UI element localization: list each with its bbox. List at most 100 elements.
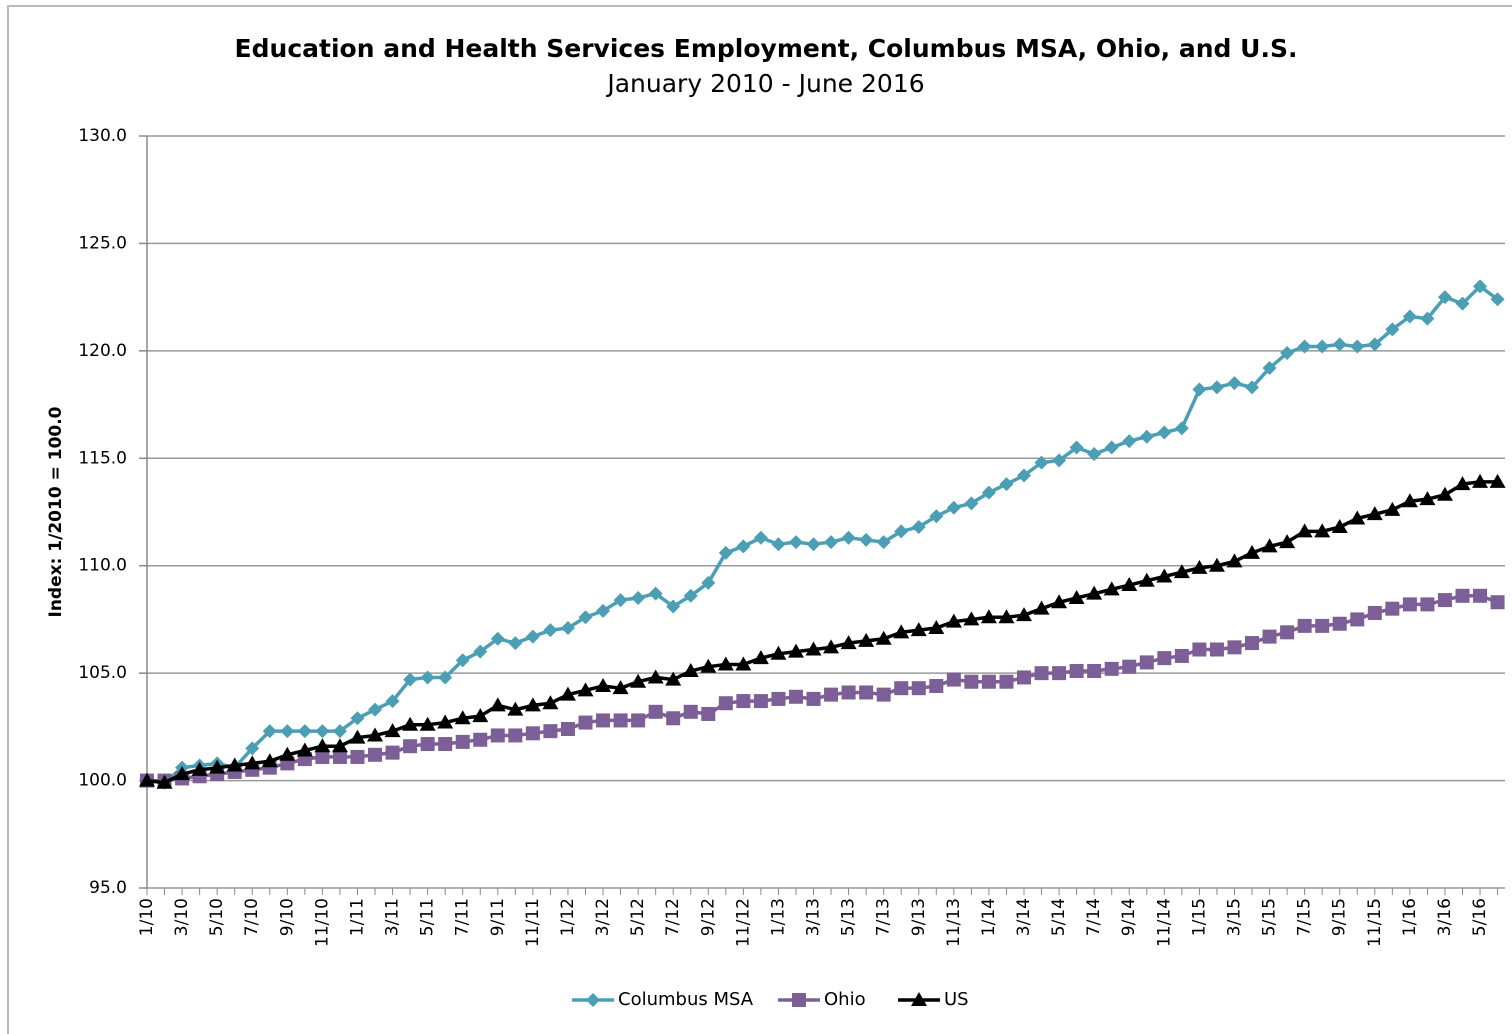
point	[577, 682, 594, 697]
point	[648, 586, 663, 601]
point	[718, 545, 733, 560]
point	[682, 662, 699, 677]
point	[368, 702, 383, 717]
point	[1314, 523, 1331, 538]
y-tick-label: 95.0	[89, 878, 127, 898]
x-tick-label: 9/11	[488, 898, 508, 936]
x-tick-label: 7/13	[874, 898, 894, 936]
point	[1017, 670, 1031, 685]
point	[1419, 491, 1436, 506]
point	[1455, 588, 1470, 603]
point	[718, 696, 733, 711]
point	[1385, 322, 1400, 337]
point	[244, 755, 261, 770]
x-tick-label: 9/15	[1330, 898, 1350, 936]
point	[945, 613, 962, 628]
point	[402, 716, 419, 731]
x-tick-label: 11/11	[523, 898, 543, 947]
point	[156, 774, 173, 789]
point	[981, 674, 996, 689]
point	[542, 695, 559, 710]
y-tick-label: 130.0	[78, 126, 127, 146]
point	[473, 644, 488, 659]
point	[1402, 309, 1417, 324]
x-tick-label: 5/11	[418, 898, 438, 936]
point	[893, 624, 910, 639]
x-tick-label: 1/16	[1400, 898, 1420, 936]
x-tick-label: 1/15	[1189, 898, 1209, 936]
point	[875, 630, 892, 645]
x-tick-label: 5/13	[839, 898, 859, 936]
y-tick-label: 115.0	[78, 448, 127, 468]
point	[806, 537, 821, 552]
legend-label: Columbus MSA	[618, 989, 754, 1010]
point	[964, 674, 979, 689]
point	[701, 575, 716, 590]
point	[613, 713, 628, 728]
point	[280, 724, 295, 739]
point	[998, 609, 1015, 624]
point	[753, 530, 768, 545]
point	[1209, 642, 1224, 657]
point	[315, 724, 330, 739]
point	[788, 689, 803, 704]
point	[1297, 339, 1312, 354]
point	[489, 697, 506, 712]
legend-marker	[792, 993, 806, 1007]
point	[1350, 612, 1365, 627]
x-tick-label: 11/14	[1154, 898, 1174, 947]
x-tick-label: 3/10	[172, 898, 192, 936]
point	[665, 671, 682, 686]
x-tick-label: 1/10	[137, 898, 157, 936]
point	[332, 749, 347, 764]
point	[1245, 380, 1260, 395]
point	[1350, 339, 1365, 354]
point	[596, 603, 611, 618]
point	[683, 588, 698, 603]
chart-frame	[7, 5, 1512, 1034]
point	[1103, 581, 1120, 596]
point	[490, 631, 505, 646]
point	[1051, 594, 1068, 609]
point	[1262, 361, 1277, 376]
x-tick-label: 1/12	[558, 898, 578, 936]
point	[1191, 559, 1208, 574]
point	[1245, 636, 1260, 651]
point	[1174, 421, 1189, 436]
point	[1227, 640, 1242, 655]
point	[1138, 572, 1155, 587]
point	[543, 623, 558, 638]
point	[735, 656, 752, 671]
point	[771, 537, 786, 552]
point	[1315, 618, 1330, 633]
point	[350, 711, 365, 726]
x-tick-label: 5/16	[1470, 898, 1490, 936]
point	[455, 734, 470, 749]
point	[648, 704, 663, 719]
y-tick-label: 105.0	[78, 663, 127, 683]
point	[332, 724, 347, 739]
x-tick-label: 5/15	[1260, 898, 1280, 936]
point	[788, 535, 803, 550]
point	[578, 715, 593, 730]
legend-marker	[586, 993, 600, 1007]
point	[824, 535, 839, 550]
x-tick-label: 3/13	[804, 898, 824, 936]
point	[1262, 629, 1277, 644]
point	[1052, 666, 1067, 681]
point	[596, 713, 611, 728]
legend-marker	[911, 992, 927, 1006]
point	[1157, 425, 1172, 440]
point	[876, 687, 891, 702]
x-tick-label: 9/14	[1119, 898, 1139, 936]
point	[1068, 589, 1085, 604]
point	[1122, 434, 1137, 449]
point	[314, 738, 331, 753]
point	[1490, 292, 1505, 307]
point	[543, 724, 558, 739]
point	[560, 722, 575, 737]
point	[525, 629, 540, 644]
point	[524, 697, 541, 712]
point	[297, 724, 312, 739]
